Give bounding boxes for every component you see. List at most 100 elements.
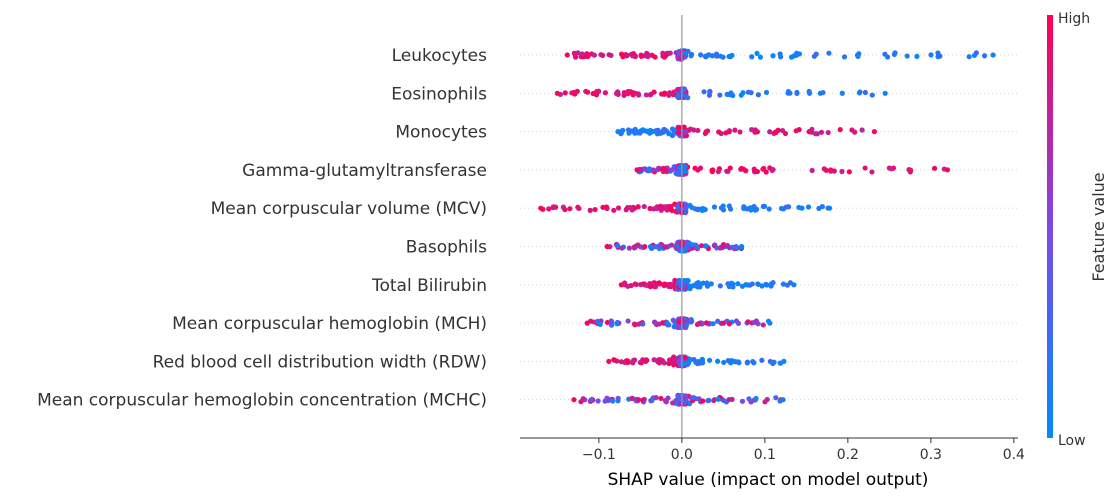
shap-dot bbox=[640, 321, 646, 327]
shap-dot bbox=[768, 281, 775, 287]
shap-dot bbox=[618, 282, 624, 288]
shap-dot bbox=[928, 52, 934, 58]
shap-dot bbox=[709, 167, 715, 173]
shap-dot bbox=[770, 167, 776, 173]
shap-dot bbox=[732, 127, 738, 133]
x-tick-label: 0.3 bbox=[920, 447, 942, 463]
shap-dot bbox=[648, 398, 654, 404]
shap-dot bbox=[726, 396, 732, 403]
shap-dot bbox=[703, 243, 709, 249]
shap-dot bbox=[757, 54, 764, 60]
shap-dot bbox=[668, 204, 674, 210]
shap-dot bbox=[717, 53, 724, 59]
shap-dot bbox=[631, 321, 638, 327]
shap-dot bbox=[736, 360, 742, 366]
colorbar-high-label: High bbox=[1058, 11, 1090, 27]
x-axis: −0.1 0.0 0.1 0.2 0.3 0.4 bbox=[520, 437, 1025, 463]
shap-dot bbox=[575, 50, 581, 56]
shap-dot bbox=[701, 89, 707, 95]
shap-dot bbox=[629, 207, 635, 213]
shap-dot bbox=[728, 90, 734, 96]
shap-dot bbox=[782, 130, 789, 137]
x-tick-label: −0.1 bbox=[582, 447, 616, 463]
shap-dot bbox=[675, 129, 682, 135]
shap-dot bbox=[820, 89, 826, 96]
shap-dot bbox=[597, 321, 603, 328]
shap-dot bbox=[593, 92, 600, 98]
shap-dot bbox=[629, 89, 635, 96]
shap-dot bbox=[750, 359, 756, 365]
feature-label: Monocytes bbox=[395, 123, 487, 143]
shap-dot bbox=[584, 320, 590, 326]
shap-dot bbox=[715, 396, 721, 402]
shap-dot bbox=[691, 356, 697, 363]
shap-dot bbox=[634, 167, 640, 173]
shap-dot bbox=[780, 281, 786, 287]
shap-dot bbox=[885, 54, 891, 60]
shap-dot bbox=[611, 207, 617, 213]
shap-dot bbox=[753, 395, 759, 402]
shap-dot bbox=[826, 50, 832, 56]
shap-dot bbox=[613, 90, 620, 97]
shap-dot bbox=[663, 204, 669, 210]
shap-dot bbox=[767, 320, 773, 326]
shap-dot bbox=[748, 90, 754, 96]
shap-dot bbox=[635, 242, 641, 248]
shap-dot bbox=[642, 53, 648, 59]
shap-dot bbox=[675, 87, 681, 93]
shap-dot bbox=[871, 129, 878, 135]
shap-dot bbox=[661, 127, 667, 133]
shap-dot bbox=[676, 319, 682, 325]
shap-dot bbox=[826, 205, 833, 211]
shap-dot bbox=[656, 357, 662, 363]
shap-dot bbox=[578, 399, 584, 405]
shap-dot bbox=[648, 283, 654, 289]
shap-dot bbox=[667, 50, 673, 56]
shap-dot bbox=[720, 243, 726, 249]
shap-dot bbox=[658, 203, 664, 209]
shap-dot bbox=[711, 397, 717, 404]
shap-dot bbox=[688, 53, 694, 59]
shap-dot bbox=[560, 204, 566, 210]
shap-dot bbox=[690, 395, 696, 401]
shap-dot bbox=[781, 358, 787, 364]
shap-dot bbox=[682, 129, 688, 135]
shap-dot bbox=[777, 51, 783, 57]
shap-dot bbox=[697, 284, 703, 290]
shap-dot bbox=[725, 168, 731, 175]
shap-dot bbox=[651, 89, 657, 95]
shap-dot bbox=[550, 204, 556, 210]
shap-dot bbox=[696, 320, 702, 327]
shap-dot bbox=[707, 89, 713, 95]
shap-dot bbox=[888, 166, 895, 172]
shap-dot bbox=[755, 281, 761, 287]
shap-dot bbox=[695, 167, 701, 173]
shap-dot bbox=[682, 168, 689, 174]
shap-dot bbox=[752, 127, 758, 133]
shap-dot bbox=[602, 90, 609, 96]
shap-dot bbox=[725, 357, 731, 364]
feature-label: Mean corpuscular hemoglobin (MCH) bbox=[172, 314, 487, 334]
shap-dot bbox=[841, 54, 848, 60]
shap-dot bbox=[635, 321, 642, 327]
shap-dot bbox=[571, 397, 577, 403]
shap-dot bbox=[973, 50, 979, 56]
shap-dot bbox=[708, 281, 714, 287]
shap-dot bbox=[592, 206, 598, 213]
shap-dot bbox=[748, 399, 754, 405]
shap-dot bbox=[670, 317, 676, 323]
shap-dot bbox=[591, 52, 597, 58]
shap-dot bbox=[615, 129, 621, 135]
shap-dot bbox=[767, 129, 773, 135]
shap-dot bbox=[663, 52, 669, 59]
shap-dot bbox=[628, 128, 634, 134]
shap-dot bbox=[663, 399, 669, 405]
shap-dot bbox=[684, 361, 690, 367]
shap-dot bbox=[648, 245, 654, 251]
shap-dot bbox=[647, 129, 653, 135]
shap-dot bbox=[700, 398, 706, 404]
shap-dot bbox=[661, 281, 668, 287]
shap-dot bbox=[753, 318, 759, 324]
shap-dot bbox=[862, 89, 868, 96]
